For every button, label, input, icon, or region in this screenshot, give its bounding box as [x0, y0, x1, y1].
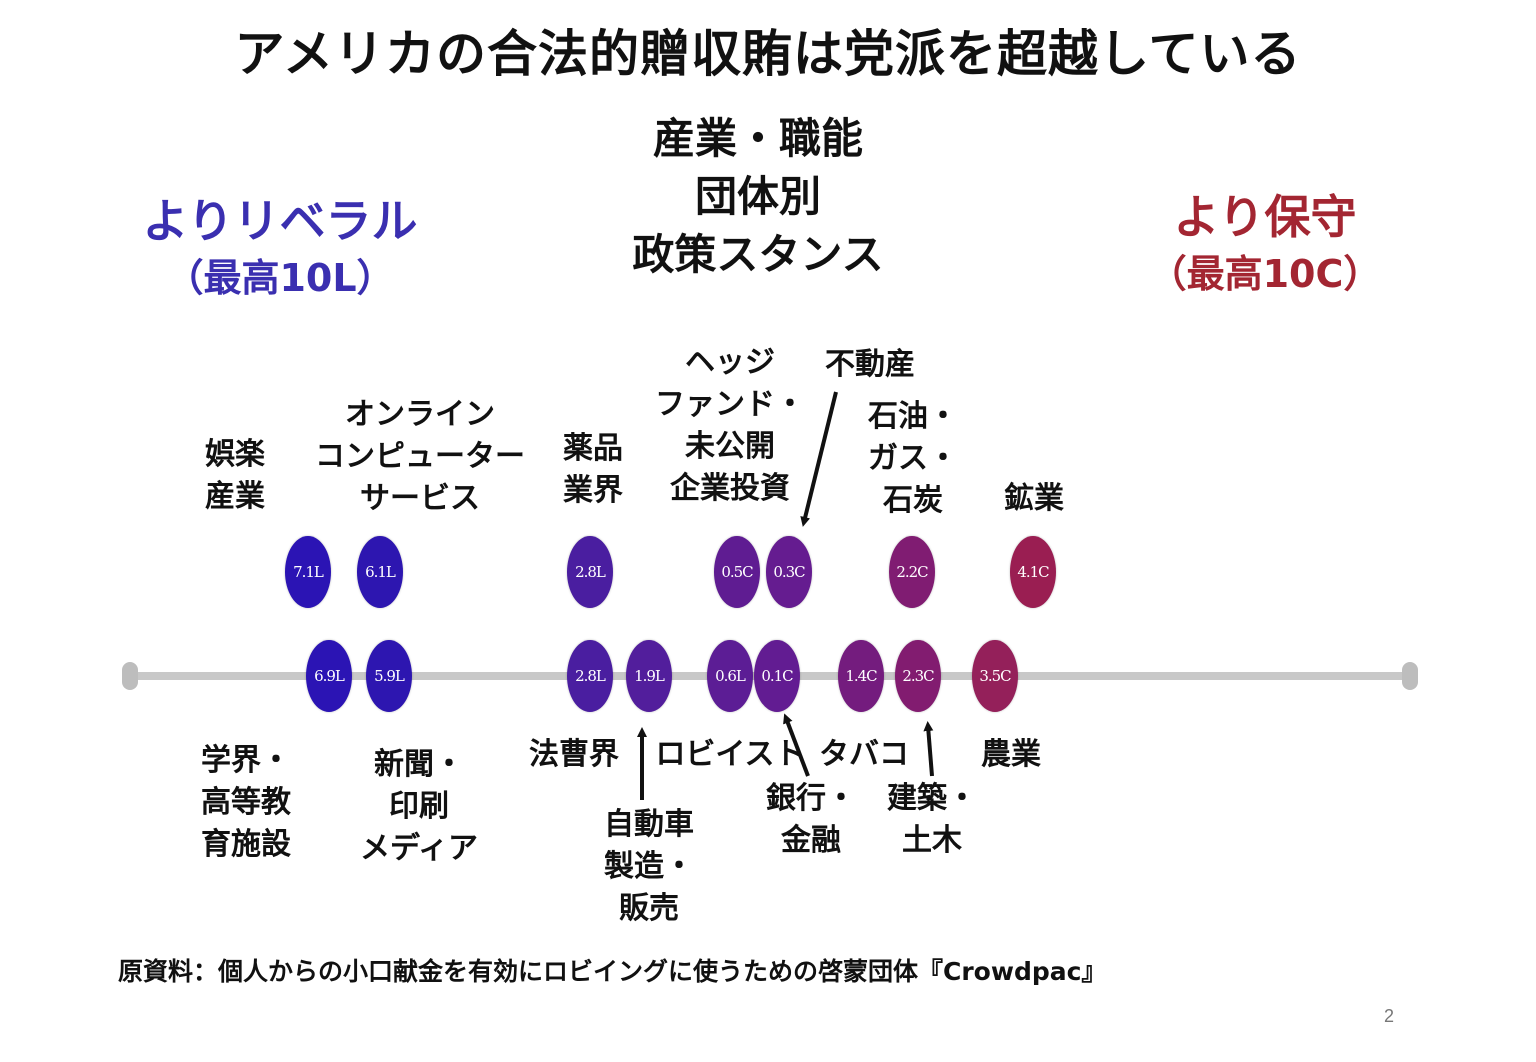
bubble-bottom-banking: 0.1C — [754, 640, 800, 712]
label-agriculture: 農業 — [981, 737, 1041, 772]
bubble-bottom-print-media: 5.9L — [366, 640, 412, 712]
bubble-bottom-law: 2.8L — [567, 640, 613, 712]
conservative-label: より保守 （最高10C） — [1120, 186, 1410, 300]
label-tobacco: タバコ — [819, 737, 909, 772]
liberal-label-sub: （最高10L） — [165, 256, 395, 300]
axis-left-endcap — [122, 662, 138, 690]
center-heading: 産業・職能 団体別 政策スタンス — [568, 110, 948, 284]
bubble-top-real-estate: 0.3C — [766, 536, 812, 608]
center-heading-line-2: 団体別 — [694, 172, 821, 221]
label-law: 法曹界 — [529, 737, 619, 772]
bubble-top-hedge-funds: 0.5C — [714, 536, 760, 608]
label-auto: 自動車 製造・ 販売 — [604, 807, 694, 926]
bubble-bottom-construction: 2.3C — [895, 640, 941, 712]
bubble-top-entertainment: 7.1L — [285, 536, 331, 608]
liberal-label-main: よりリベラル — [142, 194, 418, 248]
label-entertainment: 娯楽 産業 — [205, 437, 265, 514]
bubble-top-mining: 4.1C — [1010, 536, 1056, 608]
label-construction: 建築・ 土木 — [887, 781, 977, 858]
bubble-top-pharmaceuticals: 2.8L — [567, 536, 613, 608]
bubble-top-online-computer-services: 6.1L — [357, 536, 403, 608]
center-heading-line-1: 産業・職能 — [652, 114, 863, 163]
bubble-bottom-auto: 1.9L — [626, 640, 672, 712]
label-lobbyists: ロビイスト — [655, 737, 805, 772]
label-academia: 学界・ 高等教 育施設 — [201, 743, 291, 862]
axis-right-endcap — [1402, 662, 1418, 690]
label-banking-finance: 銀行・ 金融 — [766, 781, 856, 858]
bubble-bottom-academia: 6.9L — [306, 640, 352, 712]
label-oil-gas-coal: 石油・ ガス・ 石炭 — [868, 399, 958, 518]
bubble-top-oil-gas-coal: 2.2C — [889, 536, 935, 608]
center-heading-line-3: 政策スタンス — [632, 230, 884, 279]
label-hedge-funds-private-equity: ヘッジ ファンド・ 未公開 企業投資 — [655, 345, 805, 506]
label-mining: 鉱業 — [1004, 481, 1064, 516]
bubble-bottom-tobacco: 1.4C — [838, 640, 884, 712]
conservative-label-main: より保守 — [1173, 190, 1357, 244]
label-online-computer-services: オンライン コンピューター サービス — [315, 397, 525, 516]
page-number: 2 — [1384, 1006, 1395, 1026]
slide-title: アメリカの合法的贈収賄は党派を超越している — [234, 25, 1302, 83]
liberal-label: よりリベラル （最高10L） — [120, 190, 440, 304]
label-print-media: 新聞・ 印刷 メディア — [360, 747, 478, 866]
bubble-bottom-lobbyists: 0.6L — [707, 640, 753, 712]
label-pharmaceuticals: 薬品 業界 — [563, 431, 623, 508]
conservative-label-sub: （最高10C） — [1148, 252, 1382, 296]
source-note: 原資料：個人からの小口献金を有効にロビイングに使うための啓蒙団体『Crowdpa… — [118, 957, 1107, 986]
arrow-construction — [923, 721, 934, 777]
bubble-bottom-agriculture: 3.5C — [972, 640, 1018, 712]
label-real-estate: 不動産 — [825, 347, 915, 382]
